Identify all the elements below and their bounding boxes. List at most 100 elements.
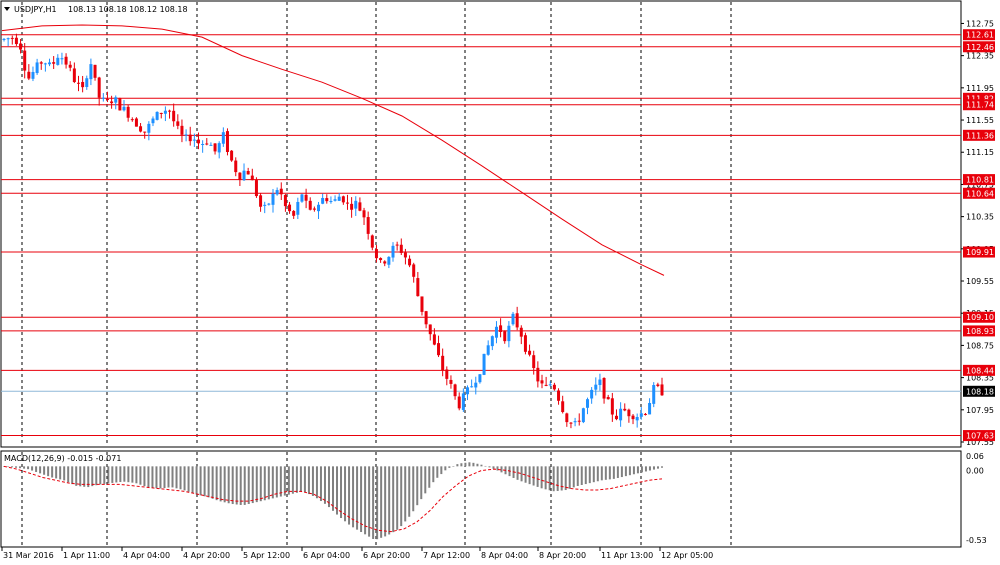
candle [428, 324, 432, 341]
candle [56, 54, 60, 66]
candle [151, 116, 155, 127]
macd-bar [123, 466, 126, 482]
candle [540, 374, 544, 389]
macd-subwindow[interactable]: MACD(12,26,9) -0.015 -0.071 0.06 0.00 -0.5… [0, 450, 987, 548]
candle [35, 58, 39, 75]
candle [494, 321, 498, 344]
macd-bar [111, 466, 114, 483]
candle [639, 407, 643, 420]
candle [557, 388, 561, 405]
level-tag-box-7 [963, 246, 995, 258]
candle [614, 409, 618, 421]
candle [490, 335, 494, 351]
candle [2, 38, 6, 42]
candle [652, 382, 656, 408]
macd-bar [388, 466, 391, 535]
macd-bar [239, 466, 242, 505]
macd-bar [267, 466, 270, 500]
candle [470, 379, 474, 388]
macd-bar [652, 466, 655, 470]
candle [453, 383, 457, 400]
level-tag-box-11 [963, 430, 995, 442]
candle [105, 91, 109, 103]
candle [288, 201, 292, 214]
candle [432, 328, 436, 346]
macd-bar [496, 466, 499, 471]
candlesticks [2, 33, 664, 429]
candle [523, 332, 527, 355]
macd-bar [484, 465, 487, 467]
macd-bar [628, 466, 631, 476]
level-tag-box-6 [963, 187, 995, 199]
macd-bar [247, 466, 250, 504]
macd-bar [319, 466, 322, 502]
macd-bar [183, 466, 186, 491]
chevron-down-icon[interactable] [4, 7, 10, 11]
symbol-title: USDJPY,H1 [14, 5, 57, 14]
time-axis: 31 Mar 2016 1 Apr 11:00 4 Apr 04:00 4 Apr 2… [1, 547, 713, 560]
candle [581, 407, 585, 424]
macd-axis-label-2: -0.53 [966, 536, 987, 545]
macd-bar [524, 466, 527, 483]
macd-histogram [3, 462, 663, 540]
candle [399, 238, 403, 256]
macd-bar [131, 466, 134, 483]
macd-bar [632, 466, 635, 475]
level-tag-2: 111.82 [966, 94, 994, 103]
candle [19, 38, 23, 54]
macd-bar [127, 466, 130, 483]
macd-bar [99, 466, 102, 485]
macd-bar [151, 466, 154, 488]
candle [130, 117, 134, 122]
macd-bar [19, 466, 22, 469]
macd-bar [648, 466, 651, 471]
macd-bar [303, 466, 306, 493]
time-axis-label-10: 11 Apr 13:00 [601, 551, 653, 560]
macd-bar [528, 466, 531, 485]
level-tag-box-2 [963, 92, 995, 104]
candle [660, 377, 664, 396]
macd-bar [352, 466, 355, 528]
time-axis-label-4: 5 Apr 12:00 [243, 551, 290, 560]
macd-bar [27, 466, 30, 470]
candle [503, 330, 507, 344]
price-axis-label-8: 109.55 [966, 277, 994, 286]
candle [85, 75, 89, 90]
candle [648, 398, 652, 415]
macd-bar [75, 466, 78, 486]
macd-bar [384, 466, 387, 537]
main-chart-area[interactable]: USDJPY,H1 108.13 108.18 108.12 108.18 [0, 0, 962, 448]
macd-bar [159, 466, 162, 489]
macd-bar [287, 466, 290, 495]
candle [325, 194, 329, 204]
candle [528, 344, 532, 357]
candle [205, 138, 209, 146]
price-axis-label-2: 111.95 [966, 84, 994, 93]
candle [548, 381, 552, 387]
macd-bar [356, 466, 359, 530]
horizontal-level-lines[interactable] [1, 34, 961, 437]
candle [263, 201, 267, 214]
candle [238, 172, 242, 186]
macd-bar [584, 466, 587, 485]
candle [552, 382, 556, 391]
candle [486, 340, 490, 356]
macd-bar [592, 466, 595, 483]
macd-bar [596, 466, 599, 482]
macd-bar [580, 466, 583, 485]
macd-bar [51, 466, 54, 478]
macd-bar [103, 466, 106, 484]
time-axis-label-3: 4 Apr 20:00 [183, 551, 230, 560]
candle [606, 394, 610, 400]
macd-bar [424, 466, 427, 494]
candle [424, 310, 428, 329]
macd-bar [191, 466, 194, 494]
level-tag-box-4 [963, 129, 995, 141]
macd-bar [199, 466, 202, 496]
candle [242, 163, 246, 182]
candle [656, 382, 660, 388]
macd-bar [400, 466, 403, 527]
macd-bar [588, 466, 591, 484]
